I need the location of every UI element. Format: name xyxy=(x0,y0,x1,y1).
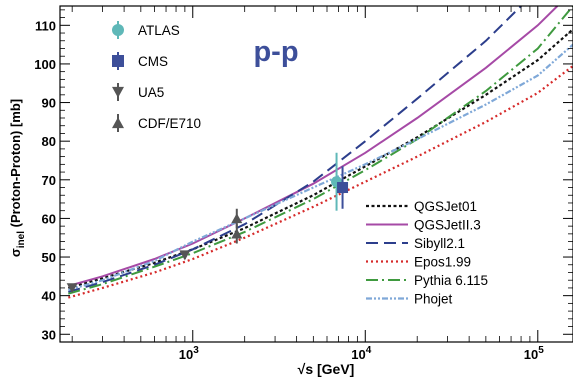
y-tick-label: 30 xyxy=(42,327,56,342)
y-tick-label: 40 xyxy=(42,289,56,304)
series-line-phojet xyxy=(68,43,573,291)
data-point-cms xyxy=(337,182,349,194)
legend-marker-atlas xyxy=(112,24,124,36)
x-tick-label: 105 xyxy=(524,345,544,362)
model-curves xyxy=(68,6,573,299)
y-tick-label: 100 xyxy=(34,57,56,72)
legend-models: QGSJet01 QGSJetII.3 Sibyll2.1 Epos1.99 Pythi… xyxy=(366,199,488,307)
legend-label: Sibyll2.1 xyxy=(414,236,465,251)
legend-label: CMS xyxy=(138,54,168,69)
legend-label: Epos1.99 xyxy=(414,255,471,270)
y-tick-label: 60 xyxy=(42,211,56,226)
series-line-sibyll2-1 xyxy=(68,6,522,293)
y-tick-label: 80 xyxy=(42,134,56,149)
legend-entry-pythia-6-115: Pythia 6.115 xyxy=(366,273,488,288)
legend-label: QGSJet01 xyxy=(414,199,477,214)
series-line-epos1-99 xyxy=(68,65,573,299)
legend-label: ATLAS xyxy=(138,23,180,38)
series-line-pythia-6-115 xyxy=(68,6,573,295)
chart-title: p-p xyxy=(253,36,298,68)
y-axis: 30 40 50 60 70 80 90 100 110 xyxy=(34,9,573,342)
legend-label: UA5 xyxy=(138,85,164,100)
legend-marker-ua5 xyxy=(112,86,124,98)
legend-entry-ua5: UA5 xyxy=(112,83,164,101)
x-axis: 103 104 105 xyxy=(71,6,544,362)
legend-label: Phojet xyxy=(414,292,453,307)
y-axis-label-subscript: inel xyxy=(16,231,27,248)
x-axis-label: √s [GeV] xyxy=(298,361,355,377)
legend-marker-cms xyxy=(112,55,124,67)
series-line-qgsjetii-3 xyxy=(68,6,559,287)
y-tick-label: 90 xyxy=(42,96,56,111)
legend-entry-epos1-99: Epos1.99 xyxy=(366,255,471,270)
y-axis-label-symbol: σ xyxy=(8,248,23,257)
data-point-cdf-e710 xyxy=(231,213,243,224)
legend-marker-cdf-e710 xyxy=(112,117,124,129)
legend-entry-qgsjetii-3: QGSJetII.3 xyxy=(366,218,481,233)
legend-entry-cdf-e710: CDF/E710 xyxy=(112,114,201,132)
x-tick-label: 103 xyxy=(179,345,199,362)
data-point-ua5 xyxy=(179,250,191,261)
data-point-ua5 xyxy=(66,283,78,294)
y-axis-label: σinel (Proton-Proton) [mb] xyxy=(8,99,27,257)
legend-label: QGSJetII.3 xyxy=(414,218,481,233)
measurement-points xyxy=(66,152,349,294)
y-axis-label-text: (Proton-Proton) [mb] xyxy=(8,99,23,231)
legend-entry-atlas: ATLAS xyxy=(112,21,180,39)
legend-entry-phojet: Phojet xyxy=(366,292,453,307)
legend-entry-qgsjet01: QGSJet01 xyxy=(366,199,477,214)
y-tick-label: 110 xyxy=(35,18,56,33)
plot-frame xyxy=(59,5,573,343)
legend-entry-sibyll2-1: Sibyll2.1 xyxy=(366,236,465,251)
y-tick-label: 70 xyxy=(42,173,56,188)
y-tick-label: 50 xyxy=(42,250,56,265)
legend-label: CDF/E710 xyxy=(138,116,201,131)
legend-experiments: ATLAS CMS UA5 CDF/E710 xyxy=(112,21,201,132)
x-tick-label: 104 xyxy=(351,345,371,362)
data-point-cdf-e710 xyxy=(231,228,243,239)
legend-label: Pythia 6.115 xyxy=(414,273,488,288)
legend-entry-cms: CMS xyxy=(112,52,168,70)
